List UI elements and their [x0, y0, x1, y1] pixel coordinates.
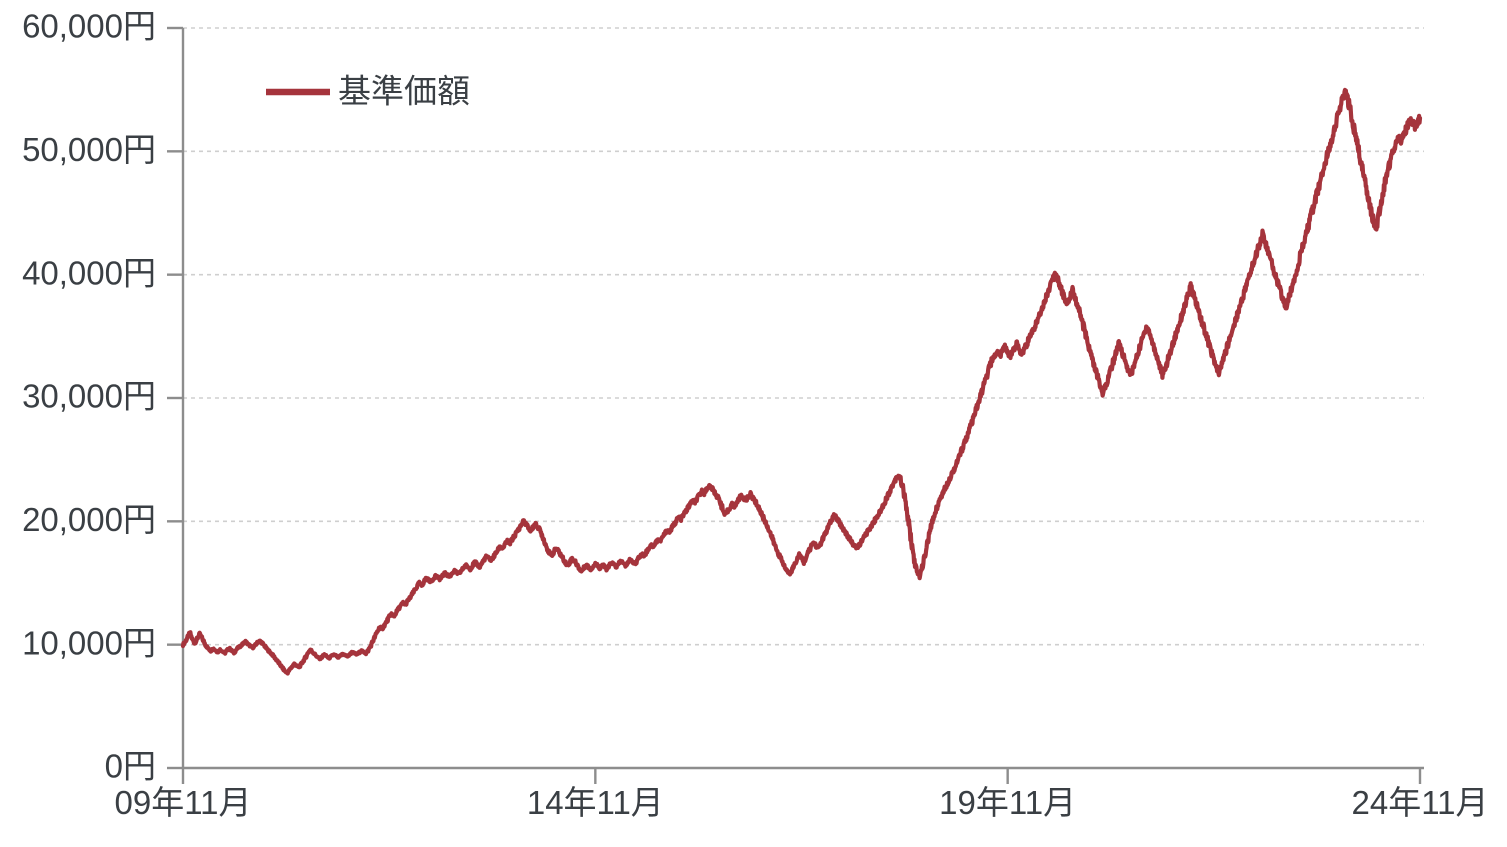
gridlines: [183, 27, 1424, 646]
x-tick-label: 24年11月: [1352, 784, 1489, 821]
x-tick-label: 19年11月: [939, 784, 1076, 821]
y-tick-label: 60,000円: [22, 8, 156, 45]
data-series-group: [180, 87, 1423, 676]
y-tick-label: 10,000円: [22, 624, 156, 661]
series-line-1: [180, 87, 1423, 676]
x-tick-label: 09年11月: [115, 784, 252, 821]
x-tick-label: 14年11月: [527, 784, 664, 821]
y-tick-label: 40,000円: [22, 254, 156, 291]
legend-label: 基準価額: [338, 73, 470, 110]
y-tick-label: 20,000円: [22, 501, 156, 538]
y-tick-label: 30,000円: [22, 378, 156, 415]
x-axis-ticks: 09年11月 14年11月 19年11月 24年11月: [115, 768, 1489, 821]
y-axis-ticks: 0円 10,000円 20,000円 30,000円 40,000円 50,000円 60,…: [22, 8, 183, 785]
y-tick-label: 50,000円: [22, 131, 156, 168]
chart-legend: 基準価額: [266, 73, 470, 110]
y-tick-label: 0円: [105, 748, 156, 785]
